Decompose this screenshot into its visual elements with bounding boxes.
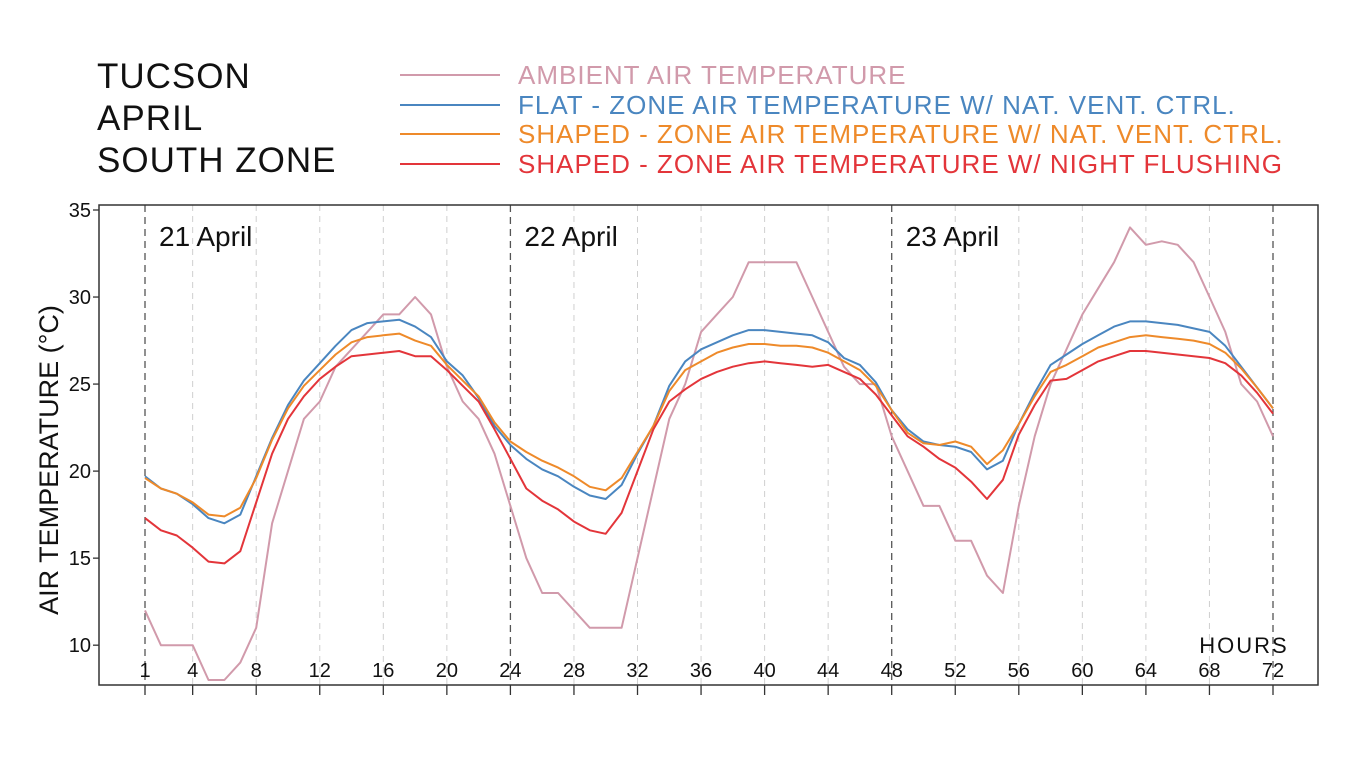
legend-label-shaped-nv: SHAPED - ZONE AIR TEMPERATURE W/ NAT. VE… [518, 119, 1284, 149]
y-tick-label-25: 25 [69, 374, 91, 396]
series-line-flat [144, 318, 1274, 525]
x-tick-label-48: 48 [881, 660, 903, 682]
x-tick-label-68: 68 [1198, 660, 1220, 682]
legend-swatch-flat [400, 103, 500, 106]
x-tick-label-4: 4 [187, 660, 198, 682]
x-tick-label-56: 56 [1008, 660, 1030, 682]
y-tick-label-15: 15 [69, 548, 91, 570]
legend-label-ambient: AMBIENT AIR TEMPERATURE [518, 60, 907, 90]
x-tick-label-24: 24 [499, 660, 521, 682]
legend-swatch-ambient [400, 74, 500, 76]
y-axis-label: AIR TEMPERATURE (°C) [34, 305, 64, 615]
x-tick-label-32: 32 [626, 660, 648, 682]
x-tick-label-16: 16 [372, 660, 394, 682]
x-tick-label-12: 12 [309, 660, 331, 682]
series-line-shaped-nv [144, 332, 1274, 518]
series-line-ambient [144, 226, 1274, 681]
title-zone: SOUTH ZONE [97, 141, 337, 180]
x-tick-label-52: 52 [944, 660, 966, 682]
title-city: TUCSON [97, 57, 251, 96]
y-tick-label-10: 10 [69, 635, 91, 657]
day-label-2: 22 April [524, 221, 617, 252]
title-month: APRIL [97, 99, 204, 138]
chart-title-block: TUCSON APRIL SOUTH ZONE [97, 56, 336, 182]
day-label-1: 21 April [159, 221, 252, 252]
x-tick-label-40: 40 [753, 660, 775, 682]
x-tick-label-20: 20 [436, 660, 458, 682]
x-tick-label-8: 8 [251, 660, 262, 682]
legend-label-shaped-nf: SHAPED - ZONE AIR TEMPERATURE W/ NIGHT F… [518, 148, 1283, 179]
x-tick-label-72: 72 [1262, 660, 1284, 682]
x-tick-label-1: 1 [139, 660, 150, 682]
plot-frame [98, 204, 1319, 686]
x-tick-label-60: 60 [1071, 660, 1093, 682]
x-tick-label-64: 64 [1135, 660, 1157, 682]
legend-swatch-shaped-nv [400, 133, 500, 135]
y-tick-label-35: 35 [69, 200, 91, 222]
y-tick-label-30: 30 [69, 287, 91, 309]
x-axis-label: HOURS [1199, 633, 1288, 658]
legend-label-flat: FLAT - ZONE AIR TEMPERATURE W/ NAT. VENT… [518, 89, 1236, 120]
series-line-shaped-nf [144, 350, 1274, 565]
x-tick-label-28: 28 [563, 660, 585, 682]
x-tick-label-44: 44 [817, 660, 839, 682]
legend-swatch-shaped-nf [400, 162, 500, 165]
y-tick-label-20: 20 [69, 461, 91, 483]
x-tick-label-36: 36 [690, 660, 712, 682]
day-label-3: 23 April [906, 221, 999, 252]
